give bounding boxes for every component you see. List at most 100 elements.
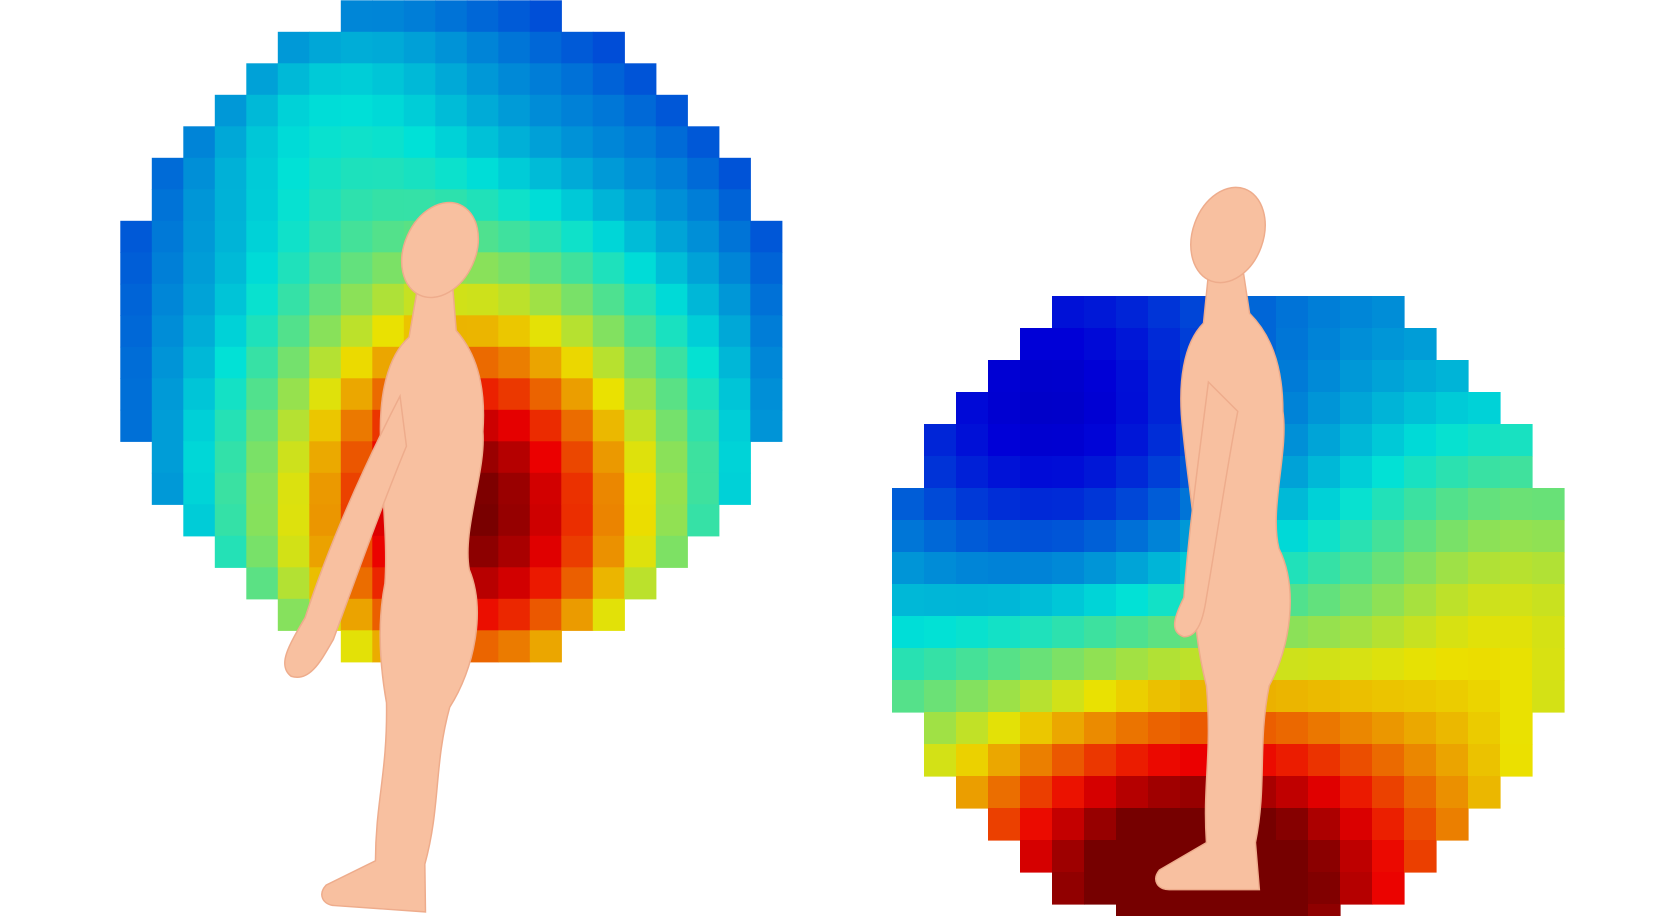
heatmap-cell-left — [340, 31, 373, 64]
heatmap-cell-left — [214, 252, 247, 285]
heatmap-cell-left — [561, 472, 594, 505]
heatmap-cell-right — [988, 392, 1021, 425]
heatmap-cell-right — [1340, 392, 1373, 425]
heatmap-cell-left — [309, 378, 342, 411]
heatmap-cell-right — [1500, 648, 1533, 681]
heatmap-cell-right — [1148, 424, 1181, 457]
heatmap-cell-left — [466, 94, 499, 127]
heatmap-cell-left — [277, 346, 310, 379]
heatmap-cell-left — [624, 346, 657, 379]
heatmap-cell-right — [1436, 712, 1469, 745]
heatmap-cell-right — [956, 584, 989, 617]
heatmap-cells — [120, 0, 1565, 916]
heatmap-cell-right — [892, 648, 925, 681]
heatmap-cell-left — [624, 94, 657, 127]
heatmap-cell-right — [1372, 840, 1405, 873]
heatmap-cell-left — [340, 283, 373, 316]
heatmap-cell-left — [498, 598, 531, 631]
heatmap-cell-left — [655, 315, 688, 348]
heatmap-cell-right — [1052, 840, 1085, 873]
heatmap-cell-right — [1404, 552, 1437, 585]
heatmap-cell-right — [1148, 392, 1181, 425]
heatmap-cell-left — [687, 126, 720, 159]
heatmap-cell-right — [1340, 840, 1373, 873]
heatmap-cell-left — [340, 630, 373, 663]
heatmap-cell-left — [214, 409, 247, 442]
heatmap-cell-left — [529, 598, 562, 631]
heatmap-cell-left — [561, 31, 594, 64]
heatmap-cell-left — [435, 126, 468, 159]
heatmap-cell-right — [1404, 488, 1437, 521]
heatmap-cell-right — [1340, 744, 1373, 777]
heatmap-cell-left — [529, 252, 562, 285]
heatmap-cell-left — [750, 220, 783, 253]
heatmap-cell-left — [561, 441, 594, 474]
heatmap-cell-left — [214, 504, 247, 537]
heatmap-cell-left — [592, 567, 625, 600]
heatmap-cell-left — [340, 189, 373, 222]
heatmap-cell-right — [1468, 584, 1501, 617]
heatmap-cell-right — [1276, 520, 1309, 553]
heatmap-cell-right — [1340, 552, 1373, 585]
heatmap-cell-right — [892, 680, 925, 713]
heatmap-cell-left — [403, 94, 436, 127]
heatmap-cell-left — [624, 157, 657, 190]
heatmap-cell-left — [120, 346, 153, 379]
heatmap-cell-right — [1276, 744, 1309, 777]
heatmap-cell-right — [1084, 840, 1117, 873]
heatmap-cell-right — [892, 488, 925, 521]
heatmap-cell-left — [246, 126, 279, 159]
figure-left — [283, 185, 508, 915]
heatmap-cell-left — [561, 315, 594, 348]
heatmap-cell-right — [1340, 648, 1373, 681]
heatmap-cell-left — [466, 315, 499, 348]
heatmap-cell-right — [1308, 296, 1341, 329]
heatmap-cell-left — [529, 567, 562, 600]
heatmap-cell-left — [183, 252, 216, 285]
heatmap-cell-right — [1052, 296, 1085, 329]
heatmap-cell-left — [246, 409, 279, 442]
heatmap-cell-left — [246, 472, 279, 505]
heatmap-cell-left — [214, 189, 247, 222]
heatmap-cell-left — [750, 283, 783, 316]
heatmap-cell-right — [1308, 872, 1341, 905]
heatmap-cell-left — [592, 157, 625, 190]
heatmap-cell-right — [1116, 488, 1149, 521]
heatmap-cell-right — [1084, 456, 1117, 489]
heatmap-cell-left — [529, 94, 562, 127]
heatmap-cell-right — [1500, 712, 1533, 745]
heatmap-cell-left — [214, 378, 247, 411]
heatmap-cell-left — [624, 63, 657, 96]
heatmap-cell-right — [1084, 744, 1117, 777]
heatmap-cell-right — [1404, 392, 1437, 425]
heatmap-cell-right — [1308, 808, 1341, 841]
heatmap-cell-right — [1436, 648, 1469, 681]
heatmap-cell-left — [435, 63, 468, 96]
heatmap-cell-left — [624, 441, 657, 474]
heatmap-cell-right — [1340, 872, 1373, 905]
heatmap-cell-right — [1372, 520, 1405, 553]
heatmap-cell-right — [1116, 584, 1149, 617]
heatmap-cell-left — [214, 157, 247, 190]
heatmap-cell-right — [1372, 488, 1405, 521]
heatmap-cell-right — [1436, 456, 1469, 489]
heatmap-cell-right — [1020, 584, 1053, 617]
heatmap-cell-right — [1116, 616, 1149, 649]
heatmap-cell-right — [1500, 424, 1533, 457]
heatmap-cell-left — [183, 504, 216, 537]
heatmap-cell-left — [624, 504, 657, 537]
heatmap-cell-right — [988, 424, 1021, 457]
heatmap-cell-left — [309, 94, 342, 127]
heatmap-cell-left — [372, 126, 405, 159]
heatmap-cell-right — [1148, 328, 1181, 361]
heatmap-cell-right — [1340, 616, 1373, 649]
heatmap-cell-left — [340, 94, 373, 127]
heatmap-cell-right — [1372, 808, 1405, 841]
heatmap-cell-left — [214, 94, 247, 127]
heatmap-cell-right — [1436, 808, 1469, 841]
heatmap-cell-right — [1084, 296, 1117, 329]
heatmap-cell-left — [372, 252, 405, 285]
heatmap-cell-left — [151, 409, 184, 442]
heatmap-cell-right — [1468, 744, 1501, 777]
